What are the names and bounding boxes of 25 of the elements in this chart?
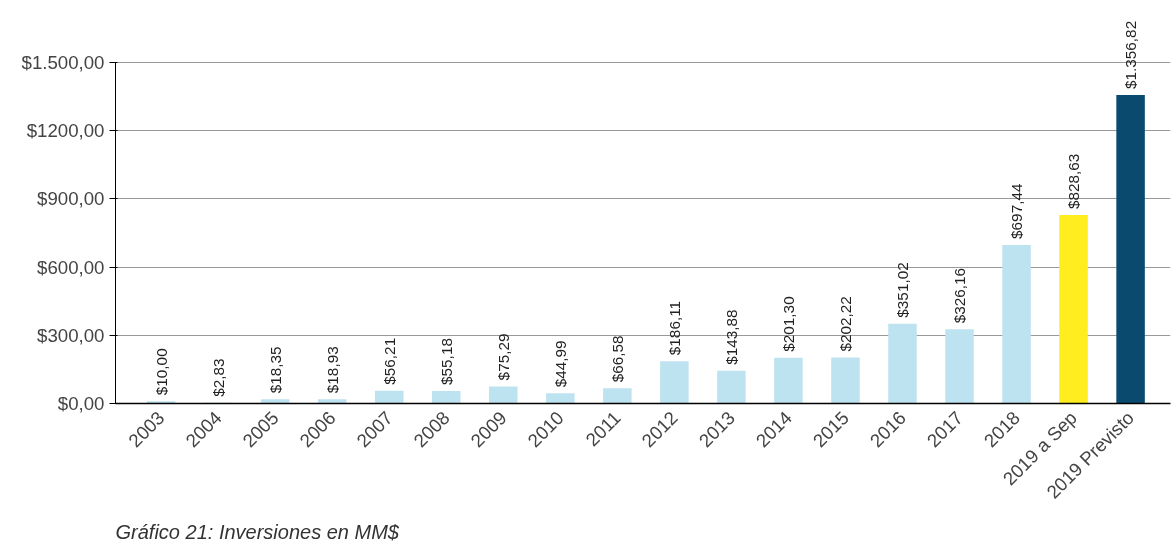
y-tick-label: $300,00: [37, 324, 105, 346]
data-label: $697,44: [1008, 183, 1026, 239]
data-label: $18,93: [323, 346, 341, 394]
data-label: $75,29: [494, 333, 512, 381]
y-tick-label: $1200,00: [26, 120, 105, 142]
data-label: $201,30: [779, 296, 797, 352]
y-tick-label: $900,00: [37, 188, 105, 210]
y-tick-label: $1.500,00: [21, 51, 105, 73]
data-label: $44,99: [551, 340, 569, 388]
data-label: $326,16: [951, 267, 968, 324]
data-label: $186,11: [665, 300, 683, 356]
data-label: $56,21: [380, 337, 398, 385]
y-tick-label: $0,00: [57, 393, 105, 414]
data-label: $10,00: [152, 348, 170, 396]
data-label: $143,88: [722, 309, 740, 365]
data-label: $66,58: [608, 335, 626, 383]
data-label: $1.356,82: [1122, 20, 1140, 90]
data-label: $18,35: [266, 346, 284, 394]
data-label: $55,18: [437, 338, 455, 385]
y-tick-label: $600,00: [37, 256, 105, 278]
text: Gráfico 21: Inversiones en MM$: [115, 520, 400, 543]
data-label: $202,22: [836, 296, 854, 352]
data-label: $2,83: [209, 358, 227, 397]
data-label: $351,02: [893, 262, 911, 318]
data-label: $828,63: [1065, 153, 1083, 210]
